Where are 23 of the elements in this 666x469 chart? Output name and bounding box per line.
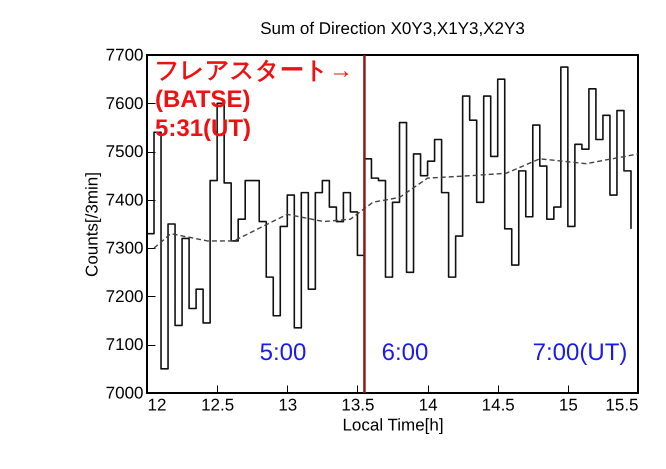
x-tick-label: 15 [558, 396, 578, 414]
annotation: 7:00(UT) [532, 339, 628, 366]
annotation: 6:00 [382, 339, 428, 366]
x-tick-label: 13.5 [341, 396, 374, 414]
y-tick-label: 7000 [106, 384, 144, 402]
x-tick-label: 14.5 [482, 396, 515, 414]
y-tick-label: 7100 [106, 335, 144, 354]
x-axis-title: Local Time[h] [342, 416, 444, 434]
x-tick-label: 12.5 [201, 396, 234, 414]
annotation: 5:00 [260, 339, 306, 366]
x-tick-label: 12 [148, 396, 166, 414]
line-series [153, 153, 638, 249]
x-tick-label: 13 [278, 396, 298, 414]
y-tick-label: 7700 [106, 46, 144, 64]
y-tick-label: 7400 [106, 190, 144, 210]
y-tick-label: 7600 [106, 94, 144, 113]
chart-title: Sum of Direction X0Y3,X1Y3,X2Y3 [260, 19, 525, 38]
x-tick-label: 14 [418, 396, 438, 414]
y-tick-label: 7300 [106, 238, 144, 258]
y-axis-title: Counts[/3min] [82, 172, 102, 277]
x-tick-label: 15.5 [605, 396, 638, 414]
y-tick-label: 7500 [106, 142, 144, 162]
y-tick-label: 7200 [106, 286, 144, 306]
